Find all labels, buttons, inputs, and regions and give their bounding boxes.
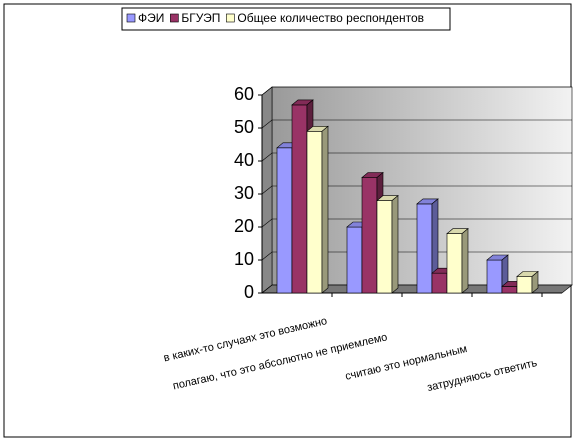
bar-front [276,147,293,294]
bar-front [486,259,503,294]
legend-swatch [226,13,235,23]
bar-front [376,200,393,294]
bar-front [361,177,378,294]
bar [446,227,469,294]
y-tick-label: 10 [234,249,254,269]
bar [376,194,399,294]
grid-line [261,86,572,96]
grid-line [261,251,572,261]
y-tick-label: 0 [244,282,254,302]
bar-side [321,125,329,294]
grid-line [261,152,572,162]
y-tick-label: 50 [234,117,254,137]
y-tick-label: 20 [234,216,254,236]
legend-label: Общее количество респондентов [237,11,424,25]
bar-side [391,194,399,294]
bar-front [501,286,518,294]
bar-front [306,131,323,294]
grid-line [261,119,572,129]
bar-front [291,104,308,294]
bar-front [516,276,533,294]
bar-front [416,203,433,294]
y-tick-label: 40 [234,150,254,170]
bar-front [431,272,448,294]
bar-front [446,233,463,294]
y-tick-label: 30 [234,183,254,203]
legend-swatch [126,13,136,23]
legend-box [121,7,451,31]
bar [306,125,329,294]
grid-line [261,218,572,228]
legend-label: ФЭИ [138,11,164,25]
grid-line [261,185,572,195]
bar-side [461,227,469,294]
bar-front [346,226,363,294]
bar [516,270,539,294]
legend-swatch [170,13,179,23]
y-tick-label: 60 [234,84,254,104]
bar-side [531,270,539,294]
grid-line [261,284,572,294]
legend-label: БГУЭП [181,11,220,25]
legend: ФЭИ БГУЭП Общее количество респондентов [121,7,451,31]
